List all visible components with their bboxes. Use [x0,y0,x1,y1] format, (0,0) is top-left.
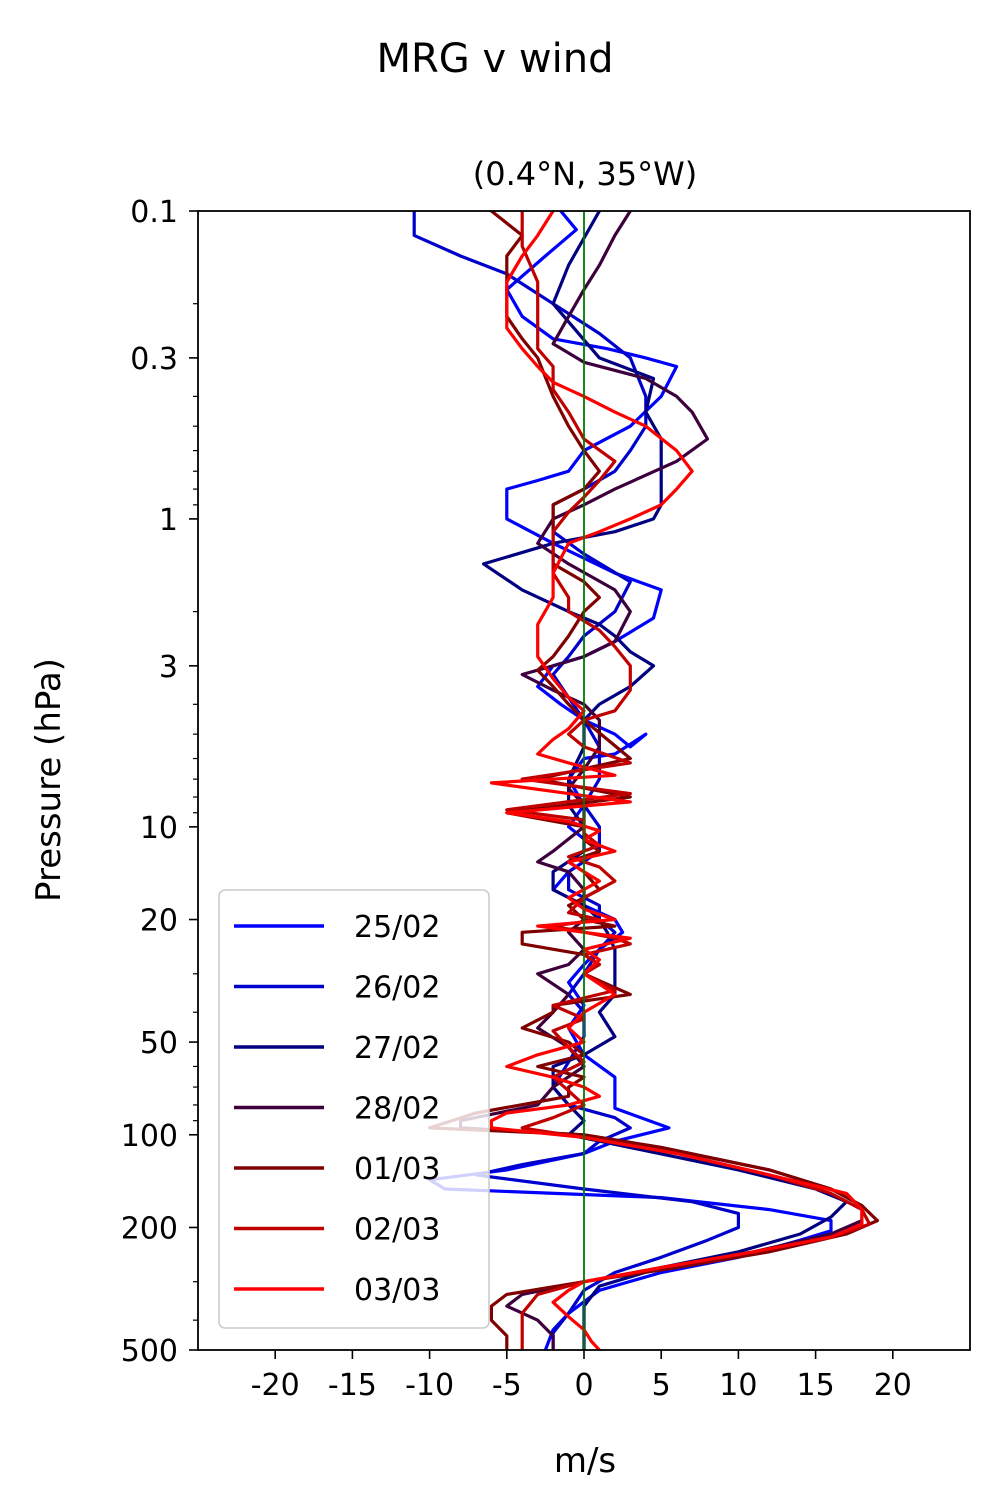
x-tick-label: 20 [874,1368,912,1403]
x-tick-label: 15 [797,1368,835,1403]
y-tick-label: 200 [121,1211,178,1246]
x-tick-label: -20 [251,1368,300,1403]
y-tick-label: 100 [121,1119,178,1154]
legend-label-27-02: 27/02 [354,1031,440,1066]
y-tick-label: 20 [140,904,178,939]
y-tick-label: 0.3 [130,342,178,377]
legend-label-02-03: 02/03 [354,1213,440,1248]
legend-label-26-02: 26/02 [354,971,440,1006]
y-tick-label: 500 [121,1334,178,1369]
series-line-26-02 [412,211,741,1350]
chart-title: (0.4°N, 35°W) [473,155,698,193]
legend-label-25-02: 25/02 [354,910,440,945]
x-tick-label: -15 [328,1368,377,1403]
series-line-02-03 [505,211,872,1350]
x-tick-label: -10 [405,1368,454,1403]
legend-label-03-03: 03/03 [354,1273,440,1308]
y-tick-label: 3 [159,650,178,685]
x-axis-label: m/s [554,1441,616,1481]
legend-label-28-02: 28/02 [354,1092,440,1127]
y-tick-label: 1 [159,503,178,538]
legend: 25/02 26/02 27/02 28/02 01/03 02/03 03/03 [218,889,490,1329]
plot-area: -20 -15 -10 -5 0 5 10 15 20 0.1 0.3 1 3 10 20 50 100 200 5… [121,195,971,1403]
series-line-03-03 [489,211,864,1350]
legend-box [218,889,490,1329]
y-tick-label: 50 [140,1026,178,1061]
x-tick-label: 0 [574,1368,593,1403]
y-tick-label: 10 [140,811,178,846]
figure-suptitle: MRG v wind [377,36,614,82]
y-tick-label: 0.1 [130,195,178,230]
x-tick-label: 10 [719,1368,757,1403]
y-axis-label: Pressure (hPa) [29,658,69,902]
x-tick-label: -5 [492,1368,522,1403]
x-tick-label: 5 [652,1368,671,1403]
legend-label-01-03: 01/03 [354,1152,440,1187]
